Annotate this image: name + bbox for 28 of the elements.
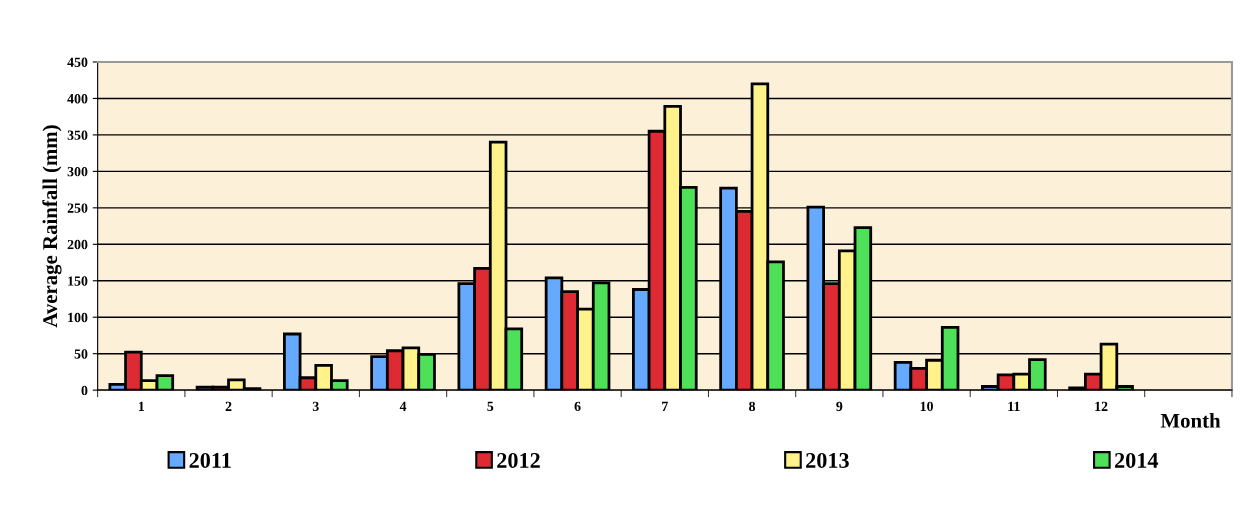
x-axis-title: Month [1160,413,1221,428]
y-tick-label: 250 [67,203,88,213]
y-tick-label: 150 [68,276,88,286]
y-axis-title: Average Rainfall (mm) [42,125,62,328]
y-tick-label: 350 [67,130,88,140]
y-tick-label: 450 [67,57,88,67]
x-tick-label: 1 [138,401,145,411]
y-tick-label: 50 [74,349,88,359]
x-tick-label: 6 [574,401,581,412]
y-tick-label: 100 [68,312,88,323]
legend-label: 2012 [497,452,540,468]
legend-label: 2011 [189,452,231,468]
x-tick-label: 5 [487,401,494,412]
x-tick-label: 10 [920,401,933,412]
x-tick-label: 12 [1095,401,1108,411]
y-tick-label: 200 [67,239,88,250]
x-tick-label: 8 [749,401,756,412]
x-tick-label: 3 [312,401,319,412]
legend-label: 2013 [806,452,849,468]
x-tick-label: 9 [836,401,843,412]
x-tick-label: 2 [225,401,232,411]
y-tick-label: 0 [81,385,88,396]
x-tick-label: 4 [399,401,407,411]
y-tick-label: 400 [67,94,88,104]
x-tick-label: 7 [662,401,668,411]
y-tick-label: 300 [67,166,88,177]
legend-label: 2014 [1114,452,1159,468]
x-tick-label: 11 [1008,401,1020,411]
